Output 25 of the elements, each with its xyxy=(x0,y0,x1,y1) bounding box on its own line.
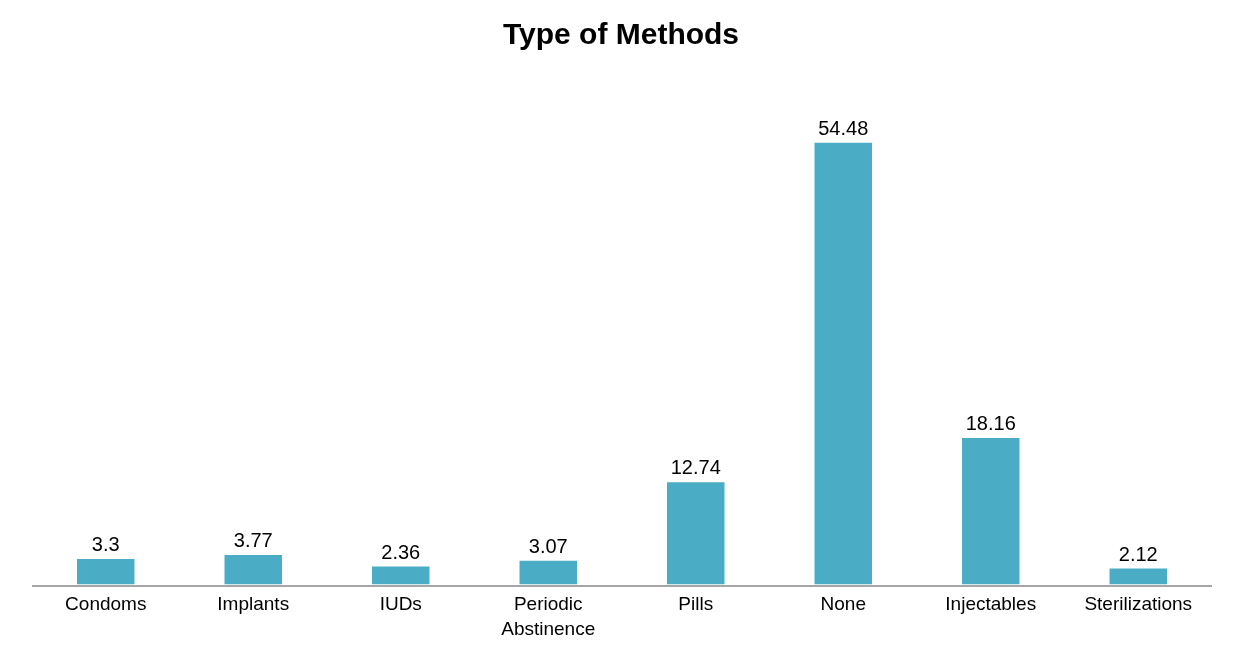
bar xyxy=(370,565,431,585)
data-label: 2.12 xyxy=(1118,542,1158,565)
data-label: 54.48 xyxy=(818,116,869,139)
bar xyxy=(1108,567,1169,585)
x-tick-label: Pills xyxy=(678,592,714,614)
x-tick-label: Sterilizations xyxy=(1084,592,1193,614)
x-tick-label: Periodic Abstinence xyxy=(501,592,596,639)
data-label: 3.07 xyxy=(528,535,568,558)
data-label: 3.77 xyxy=(233,529,273,552)
data-label: 18.16 xyxy=(965,412,1016,435)
bar xyxy=(813,141,874,585)
x-tick-label: IUDs xyxy=(379,592,422,614)
bar xyxy=(665,480,726,585)
bar xyxy=(223,553,284,585)
bar xyxy=(75,557,136,585)
x-tick-label: None xyxy=(820,592,866,614)
bar xyxy=(960,436,1021,585)
data-label: 3.3 xyxy=(91,533,120,556)
x-tick-label: Implants xyxy=(217,592,290,614)
x-tick-label: Injectables xyxy=(945,592,1037,614)
x-tick-label: Condoms xyxy=(65,592,147,614)
data-label: 12.74 xyxy=(670,456,721,479)
chart-title: Type of Methods xyxy=(502,17,740,51)
data-label: 2.36 xyxy=(381,540,421,563)
bar xyxy=(518,559,579,585)
